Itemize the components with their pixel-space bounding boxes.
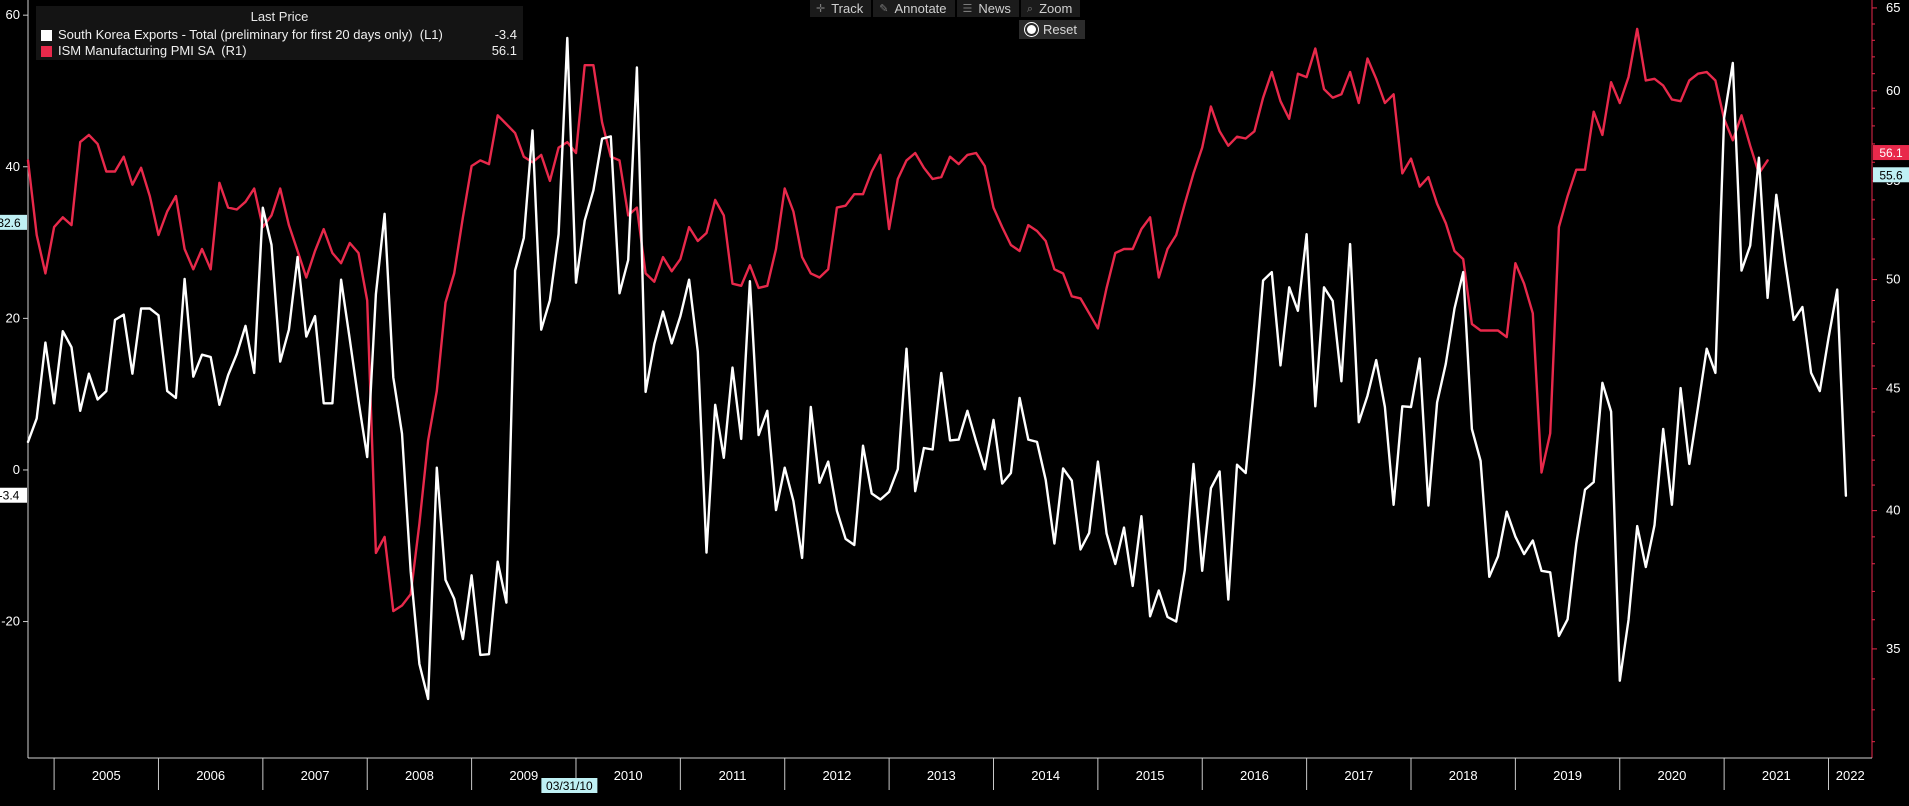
legend-swatch-exports: [41, 29, 52, 41]
left-value-tag-last-bg: [0, 487, 27, 503]
pencil-icon: ✎: [879, 2, 889, 15]
left-tick-label: 40: [6, 159, 20, 174]
x-tick-label: 2016: [1240, 768, 1269, 783]
chart-toolbar: ✛ Track ✎ Annotate ☰ News ⌕ Zoom: [810, 0, 1081, 17]
x-tick-label: 2008: [405, 768, 434, 783]
x-tick-label: 2015: [1136, 768, 1165, 783]
track-label: Track: [831, 0, 864, 16]
track-button[interactable]: ✛ Track: [810, 0, 872, 17]
annotate-button[interactable]: ✎ Annotate: [873, 0, 955, 17]
legend: Last Price South Korea Exports - Total (…: [36, 6, 523, 60]
series-line-pmi: [26, 27, 1769, 613]
x-tick-label: 2020: [1657, 768, 1686, 783]
left-tick-label: 60: [6, 7, 20, 22]
x-tick-label: 2011: [719, 768, 747, 783]
right-value-tag-last: 56.1: [1873, 145, 1909, 161]
crosshair-icon: ✛: [816, 2, 826, 15]
x-tick-label: 2018: [1449, 768, 1478, 783]
news-button[interactable]: ☰ News: [956, 0, 1019, 17]
x-tick-label: 2012: [822, 768, 851, 783]
left-value-tag-cursor-bg: [0, 214, 27, 230]
x-tick-label: 2009: [509, 768, 538, 783]
left-value-tag-last: -3.4: [0, 487, 27, 503]
legend-label: South Korea Exports - Total (preliminary…: [58, 27, 443, 42]
legend-item-exports[interactable]: South Korea Exports - Total (preliminary…: [41, 27, 517, 43]
legend-label: ISM Manufacturing PMI SA (R1): [58, 43, 247, 58]
cursor-date-text: 03/31/10: [546, 779, 593, 793]
reset-button[interactable]: Reset: [1019, 20, 1085, 39]
x-tick-label: 2022: [1836, 768, 1865, 783]
x-tick-label: 2019: [1553, 768, 1582, 783]
x-tick-label: 2017: [1344, 768, 1373, 783]
left-tick-label: 20: [6, 310, 20, 325]
zoom-button[interactable]: ⌕ Zoom: [1020, 0, 1081, 17]
cursor-date-label: 03/31/10: [541, 778, 598, 793]
legend-title: Last Price: [250, 9, 309, 24]
left-value-tag-cursor: 32.6: [0, 214, 27, 230]
left-tick-label: 0: [13, 462, 20, 477]
legend-item-pmi[interactable]: ISM Manufacturing PMI SA (R1) 56.1: [41, 43, 517, 59]
right-tick-label: 65: [1886, 0, 1900, 15]
x-tick-label: 2013: [927, 768, 956, 783]
x-tick-label: 2021: [1762, 768, 1791, 783]
right-value-tag-cursor-bg: [1873, 167, 1909, 183]
legend-last-value: -3.4: [494, 27, 517, 42]
right-tick-label: 40: [1886, 503, 1900, 518]
left-value-tag-cursor-text: 32.6: [0, 216, 21, 230]
annotate-label: Annotate: [894, 0, 947, 16]
x-tick-label: 2010: [614, 768, 643, 783]
magnifier-icon: ⌕: [1026, 2, 1034, 15]
reset-label: Reset: [1043, 22, 1077, 37]
right-tick-label: 45: [1886, 381, 1900, 396]
news-icon: ☰: [962, 2, 973, 15]
series-line-exports: [26, 36, 1848, 701]
right-value-tag-cursor: 55.6: [1873, 167, 1909, 183]
right-tick-label: 60: [1886, 83, 1900, 98]
left-value-tag-last-text: -3.4: [0, 489, 20, 503]
x-tick-label: 2006: [196, 768, 225, 783]
left-tick-label: -20: [1, 614, 20, 629]
right-value-tag-last-text: 56.1: [1879, 146, 1903, 160]
news-label: News: [978, 0, 1011, 16]
zoom-label: Zoom: [1039, 0, 1073, 16]
right-tick-label: 50: [1886, 272, 1900, 287]
right-tick-label: 35: [1886, 641, 1900, 656]
cursor-date-bg: [541, 778, 598, 793]
x-tick-label: 2007: [301, 768, 330, 783]
radio-icon: [1027, 25, 1036, 34]
x-tick-label: 2005: [92, 768, 121, 783]
legend-last-value: 56.1: [491, 43, 517, 58]
right-value-tag-last-bg: [1873, 145, 1909, 161]
x-tick-label: 2014: [1031, 768, 1060, 783]
legend-swatch-pmi: [41, 45, 52, 57]
right-value-tag-cursor-text: 55.6: [1879, 168, 1903, 182]
